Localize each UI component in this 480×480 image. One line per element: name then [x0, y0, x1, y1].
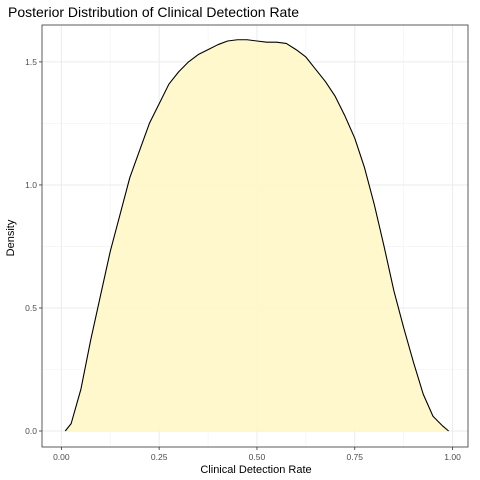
y-tick-label: 1.5 [25, 57, 37, 67]
y-tick-label: 0.5 [25, 303, 37, 313]
y-axis-title: Density [5, 219, 17, 256]
density-area-layer [64, 39, 449, 432]
y-tick-label: 0.0 [25, 426, 37, 436]
panel-border [41, 24, 469, 448]
x-tick-label: 0.00 [53, 452, 70, 462]
density-curve [64, 39, 449, 432]
y-tick-label: 1.0 [25, 180, 37, 190]
chart-title: Posterior Distribution of Clinical Detec… [8, 4, 299, 20]
x-tick-label: 0.50 [249, 452, 266, 462]
x-tick-label: 1.00 [444, 452, 461, 462]
axis-ticks: 0.00 0.25 0.50 0.75 1.00 0.0 0.5 1.0 1.5 [25, 57, 461, 462]
x-axis-title: Clinical Detection Rate [200, 464, 311, 476]
x-tick-label: 0.25 [151, 452, 168, 462]
density-fill [65, 39, 449, 432]
x-tick-label: 0.75 [346, 452, 363, 462]
